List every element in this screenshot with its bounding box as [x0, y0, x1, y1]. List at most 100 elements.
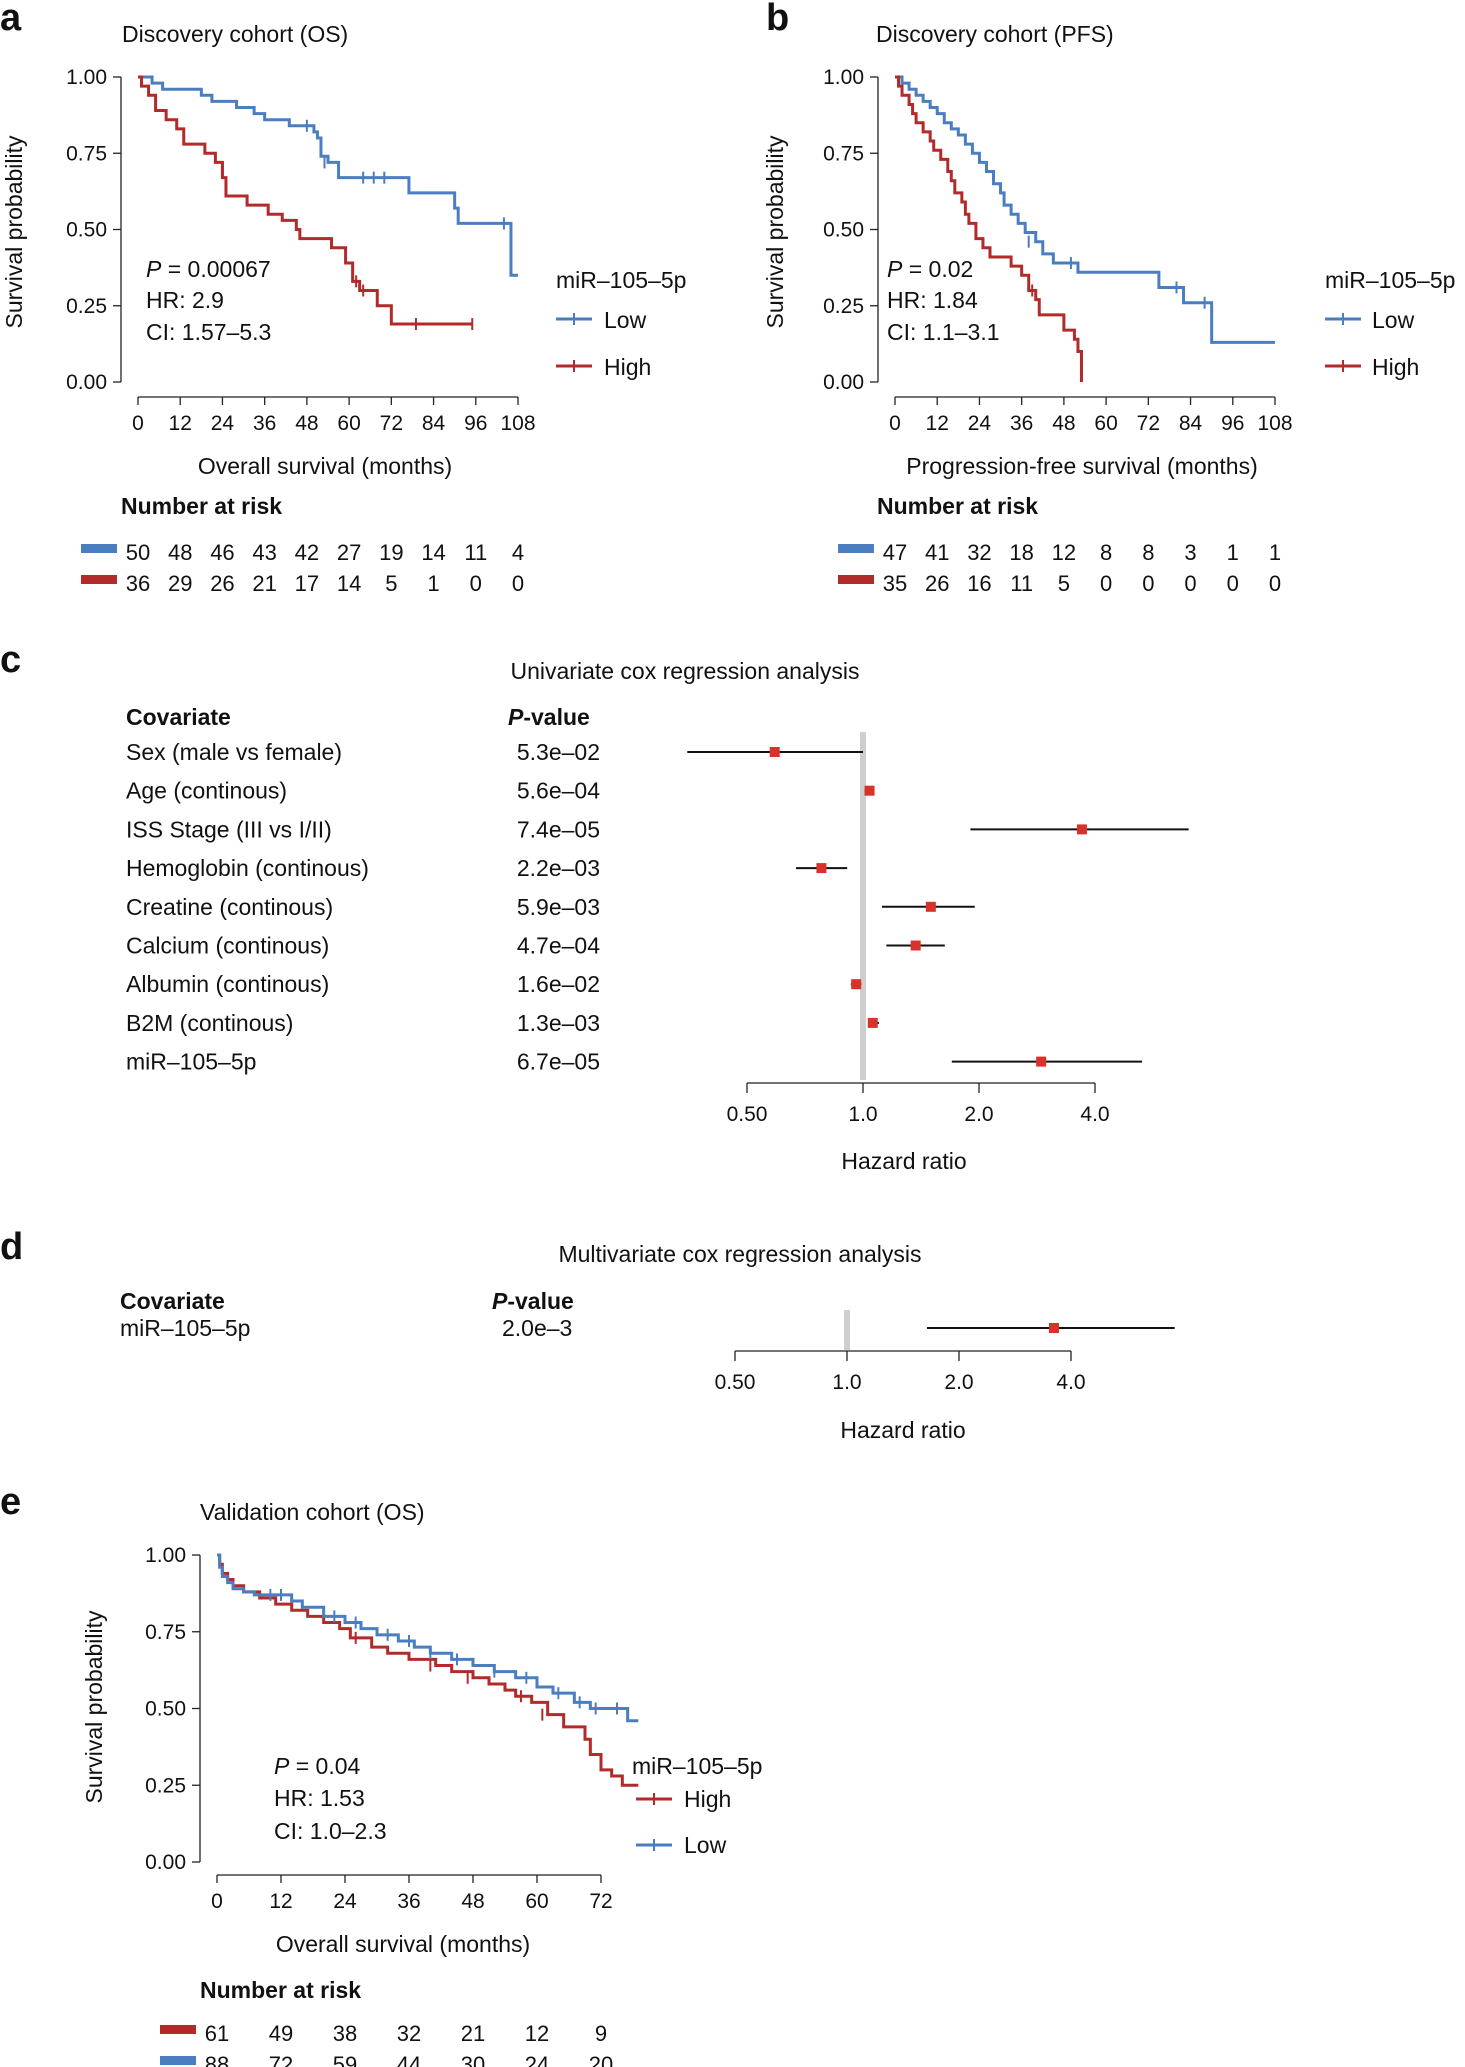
km-curve-low	[138, 75, 518, 277]
km-curve-high	[138, 75, 473, 326]
panel-b-risk-table: 47 41 32 18 12 8 8 3 1 135 26 16 11 5 0 0 0 0 0	[883, 540, 1281, 596]
risk-count-low: 43	[252, 540, 276, 565]
panel-letter-c: c	[0, 639, 21, 681]
panel-b-y-axis: 1.00 0.75 0.50 0.25 0.00	[823, 66, 879, 394]
panel-b-x-axis: 0 12 24 36 48 60 72 84 96 108	[889, 396, 1293, 435]
risk-count-high: 32	[397, 2021, 421, 2046]
risk-count-high: 61	[205, 2021, 229, 2046]
risk-count-low: 20	[589, 2052, 613, 2067]
x-tick-label: 108	[1257, 412, 1292, 435]
panel-e: e Validation cohort (OS) Survival probab…	[0, 1481, 762, 2067]
panel-a-y-axis: 1.00 0.75 0.50 0.25 0.00	[66, 66, 122, 394]
risk-count-low: 24	[525, 2052, 549, 2067]
y-tick-label: 0.00	[66, 371, 107, 394]
panel-c-forest: 0.50 1.0 2.0 4.0	[687, 732, 1189, 1126]
reference-line-hr-1	[860, 732, 866, 1080]
panel-e-ylabel: Survival probability	[81, 1610, 107, 1804]
panel-a-curves	[138, 75, 518, 331]
y-tick-label: 0.75	[823, 142, 864, 165]
risk-count-high: 5	[385, 571, 397, 596]
panel-b-legend-high: High	[1325, 354, 1419, 380]
legend-high-label: High	[1372, 354, 1419, 380]
covariate-label: Age (continous)	[126, 778, 287, 804]
legend-high-label: High	[604, 354, 651, 380]
panel-letter-e: e	[0, 1481, 21, 1523]
risk-count-low: 50	[126, 540, 150, 565]
reference-line-hr-1	[844, 1310, 850, 1350]
x-tick-label: 48	[461, 1890, 484, 1913]
risk-count-low: 46	[210, 540, 234, 565]
risk-high-swatch	[838, 575, 874, 584]
p-value: 1.3e–03	[517, 1010, 600, 1036]
risk-count-low: 72	[269, 2052, 293, 2067]
risk-count-high: 0	[1269, 571, 1281, 596]
y-tick-label: 0.50	[145, 1698, 186, 1721]
panel-a-risk-table: 50 48 46 43 42 27 19 14 11 4 36 29 26 21 17 14 5 1 0 0	[126, 540, 524, 596]
y-tick-label: 0.25	[66, 295, 107, 318]
panel-a-ylabel: Survival probability	[1, 135, 27, 329]
panel-b-title: Discovery cohort (PFS)	[876, 21, 1114, 47]
covariate-label: miR–105–5p	[126, 1049, 256, 1075]
risk-count-high: 5	[1058, 571, 1070, 596]
covariate-label: Sex (male vs female)	[126, 739, 342, 765]
risk-count-low: 1	[1227, 540, 1239, 565]
risk-count-low: 42	[295, 540, 319, 565]
panel-a: a Discovery cohort (OS) Survival probabi…	[0, 0, 686, 596]
panel-b-risk-title: Number at risk	[877, 493, 1038, 519]
panel-letter-b: b	[766, 0, 789, 39]
hr-point	[864, 785, 875, 796]
y-tick-label: 1.00	[823, 66, 864, 89]
x-tick-label: 0	[889, 412, 901, 435]
x-tick-label: 0	[211, 1890, 223, 1913]
hr-point	[925, 901, 936, 912]
hr-point	[867, 1017, 878, 1028]
panel-a-xlabel: Overall survival (months)	[198, 453, 452, 479]
covariate-label: Albumin (continous)	[126, 971, 329, 997]
panel-a-legend-low: Low	[556, 307, 647, 333]
panel-e-y-axis: 1.00 0.75 0.50 0.25 0.00	[145, 1544, 201, 1874]
x-tick-label: 24	[211, 412, 235, 435]
panel-e-legend-low: Low	[636, 1832, 727, 1858]
panel-a-title: Discovery cohort (OS)	[122, 21, 348, 47]
panel-a-hr: HR: 2.9	[146, 287, 224, 313]
risk-count-low: 1	[1269, 540, 1281, 565]
x-tick-label: 72	[589, 1890, 612, 1913]
p-value: 5.9e–03	[517, 894, 600, 920]
y-tick-label: 0.50	[823, 219, 864, 242]
covariate-label: Calcium (continous)	[126, 933, 329, 959]
x-tick-label: 36	[253, 412, 276, 435]
panel-e-hr: HR: 1.53	[274, 1785, 365, 1811]
x-tick-label: 60	[525, 1890, 548, 1913]
panel-e-risk-title: Number at risk	[200, 1977, 361, 2003]
legend-low-label: Low	[604, 307, 647, 333]
x-tick-label: 48	[1052, 412, 1075, 435]
panel-e-p-value: P = 0.04	[274, 1753, 361, 1779]
x-tick-label: 1.0	[848, 1103, 877, 1126]
panel-e-risk-table: 61 49 38 32 21 12 9 88 72 59 44 30 24 20	[205, 2021, 613, 2067]
risk-high-swatch	[81, 575, 117, 584]
p-value: 7.4e–05	[517, 816, 600, 842]
x-tick-label: 36	[397, 1890, 420, 1913]
panel-e-x-axis: 0 12 24 36 48 60 72	[211, 1874, 613, 1913]
risk-low-swatch	[160, 2056, 196, 2065]
panel-c-col-covariate: Covariate	[126, 704, 231, 730]
x-tick-label: 24	[968, 412, 992, 435]
covariate-label: B2M (continous)	[126, 1010, 293, 1036]
risk-count-high: 9	[595, 2021, 607, 2046]
p-value: 5.6e–04	[517, 778, 600, 804]
km-curve-low	[895, 75, 1275, 344]
risk-count-low: 48	[168, 540, 192, 565]
p-value: 5.3e–02	[517, 739, 600, 765]
risk-count-low: 47	[883, 540, 907, 565]
risk-count-high: 1	[427, 571, 439, 596]
y-tick-label: 0.00	[145, 1851, 186, 1874]
risk-count-high: 11	[1010, 571, 1033, 596]
p-value: 6.7e–05	[517, 1049, 600, 1075]
panel-c-title: Univariate cox regression analysis	[511, 658, 860, 684]
hr-point	[851, 979, 862, 990]
p-value: 1.6e–02	[517, 971, 600, 997]
panel-b-ci: CI: 1.1–3.1	[887, 319, 1000, 345]
risk-count-low: 19	[379, 540, 403, 565]
risk-count-high: 35	[883, 571, 907, 596]
